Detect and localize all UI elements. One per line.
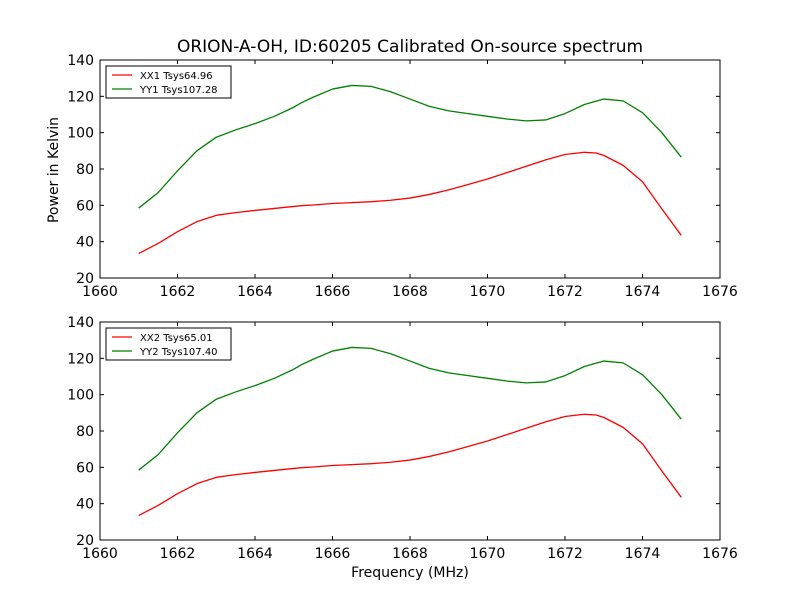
top-legend-label-2: YY1 Tsys107.28 bbox=[139, 85, 218, 96]
figure-title: ORION-A-OH, ID:60205 Calibrated On-sourc… bbox=[177, 37, 643, 57]
plot-bottom: 1660 1662 1664 1666 1668 1670 1672 1674 1676 20 40… bbox=[67, 315, 738, 562]
top-y-tick-label-20: 20 bbox=[76, 271, 94, 287]
top-y-tick-label-60: 60 bbox=[76, 198, 94, 214]
top-x-tick-label-1660: 1660 bbox=[82, 284, 118, 300]
bottom-y-tick-label-140: 140 bbox=[67, 315, 94, 331]
top-y-tick-label-40: 40 bbox=[76, 235, 94, 251]
top-series-line-1 bbox=[138, 151, 682, 255]
top-x-tick-label-1676: 1676 bbox=[702, 284, 738, 300]
top-legend-box bbox=[105, 65, 232, 99]
top-x-tick-label-1672: 1672 bbox=[547, 284, 583, 300]
top-x-tick-label-1666: 1666 bbox=[315, 284, 351, 300]
bottom-x-tick-label-1668: 1668 bbox=[392, 546, 428, 562]
bottom-x-tick-label-1674: 1674 bbox=[625, 546, 661, 562]
y-axis-label: Power in Kelvin bbox=[46, 117, 62, 223]
bottom-legend-box bbox=[105, 327, 232, 361]
bottom-x-tick-label-1664: 1664 bbox=[237, 546, 273, 562]
top-series-line-2 bbox=[138, 84, 682, 209]
bottom-x-tick-label-1660: 1660 bbox=[82, 546, 118, 562]
bottom-x-tick-label-1662: 1662 bbox=[160, 546, 196, 562]
bottom-y-tick-label-80: 80 bbox=[76, 424, 94, 440]
top-x-tick-label-1668: 1668 bbox=[392, 284, 428, 300]
bottom-series-line-1 bbox=[138, 413, 682, 517]
top-y-tick-label-100: 100 bbox=[67, 126, 94, 142]
bottom-legend-label-1: XX2 Tsys65.01 bbox=[140, 333, 213, 344]
top-x-tick-label-1662: 1662 bbox=[160, 284, 196, 300]
bottom-x-tick-label-1672: 1672 bbox=[547, 546, 583, 562]
bottom-series-line-2 bbox=[138, 346, 682, 471]
bottom-legend: XX2 Tsys65.01 YY2 Tsys107.40 bbox=[105, 327, 232, 361]
bottom-y-tick-label-120: 120 bbox=[67, 351, 94, 367]
bottom-y-tick-label-60: 60 bbox=[76, 460, 94, 476]
bottom-y-tick-label-100: 100 bbox=[67, 388, 94, 404]
top-legend: XX1 Tsys64.96 YY1 Tsys107.28 bbox=[105, 65, 232, 99]
plot-top: 1660 1662 1664 1666 1668 1670 1672 1674 1676 20 40… bbox=[67, 53, 738, 300]
top-x-tick-label-1674: 1674 bbox=[625, 284, 661, 300]
top-y-tick-label-80: 80 bbox=[76, 162, 94, 178]
top-legend-label-1: XX1 Tsys64.96 bbox=[140, 71, 213, 82]
bottom-x-tick-label-1670: 1670 bbox=[470, 546, 506, 562]
x-axis-label: Frequency (MHz) bbox=[351, 565, 469, 581]
top-x-tick-label-1664: 1664 bbox=[237, 284, 273, 300]
bottom-legend-label-2: YY2 Tsys107.40 bbox=[139, 347, 218, 358]
bottom-y-tick-label-40: 40 bbox=[76, 497, 94, 513]
top-y-tick-label-140: 140 bbox=[67, 53, 94, 69]
top-x-tick-label-1670: 1670 bbox=[470, 284, 506, 300]
top-y-tick-label-120: 120 bbox=[67, 89, 94, 105]
bottom-x-tick-label-1666: 1666 bbox=[315, 546, 351, 562]
bottom-x-tick-label-1676: 1676 bbox=[702, 546, 738, 562]
bottom-y-tick-label-20: 20 bbox=[76, 533, 94, 549]
